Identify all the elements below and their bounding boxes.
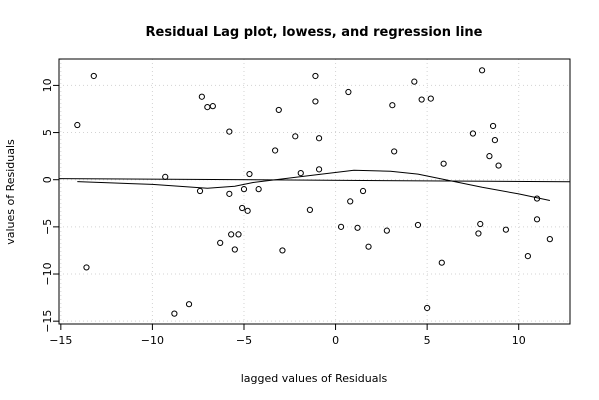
data-point-22 xyxy=(275,106,282,114)
data-point-55 xyxy=(502,226,509,233)
lowess-curve-layer xyxy=(77,169,551,201)
data-point-30 xyxy=(315,166,323,173)
data-point-9 xyxy=(209,103,216,110)
data-point-17 xyxy=(240,186,248,193)
data-point-14 xyxy=(231,246,238,253)
data-point-15 xyxy=(235,231,242,238)
data-point-56 xyxy=(524,252,531,260)
y-tick-label-4: 5 xyxy=(41,129,54,136)
data-point-32 xyxy=(345,88,352,96)
x-axis-label: lagged values of Residuals xyxy=(241,372,388,385)
data-point-48 xyxy=(475,230,482,237)
data-point-23 xyxy=(279,247,286,254)
data-point-31 xyxy=(337,223,345,230)
data-point-4 xyxy=(171,310,178,317)
data-point-28 xyxy=(312,98,319,105)
data-point-7 xyxy=(198,93,205,100)
data-point-3 xyxy=(162,173,169,180)
x-tick-label-4: 5 xyxy=(424,334,431,347)
data-point-0 xyxy=(74,121,81,129)
x-tick-label-5: 10 xyxy=(512,334,526,347)
data-point-27 xyxy=(312,72,319,80)
data-point-49 xyxy=(477,220,484,228)
data-point-41 xyxy=(414,221,422,229)
x-tick-label-3: 0 xyxy=(332,334,339,347)
data-point-1 xyxy=(83,264,90,271)
lowess-curve xyxy=(77,169,551,201)
data-point-42 xyxy=(418,96,425,103)
data-point-59 xyxy=(546,236,553,243)
regression-line xyxy=(58,178,571,183)
data-point-29 xyxy=(315,135,323,142)
data-point-36 xyxy=(365,243,372,250)
data-point-54 xyxy=(495,162,502,169)
y-tick-label-3: 0 xyxy=(41,176,54,183)
data-point-35 xyxy=(359,187,367,195)
regression-line-layer xyxy=(58,178,571,183)
y-tick-label-1: −10 xyxy=(41,262,54,285)
data-point-21 xyxy=(272,147,279,154)
x-tick-label-1: −10 xyxy=(141,334,164,347)
data-point-33 xyxy=(347,198,354,205)
data-point-18 xyxy=(244,207,251,214)
data-point-37 xyxy=(383,227,390,234)
x-tick-label-0: −15 xyxy=(49,334,72,347)
data-point-25 xyxy=(297,170,304,177)
plot-frame xyxy=(58,58,571,325)
data-point-16 xyxy=(239,204,246,212)
data-point-13 xyxy=(228,231,235,238)
data-point-24 xyxy=(292,133,299,140)
data-point-6 xyxy=(196,187,204,195)
y-tick-label-5: 10 xyxy=(41,78,54,92)
data-point-45 xyxy=(438,259,445,266)
data-point-51 xyxy=(486,153,493,160)
y-axis-label: values of Residuals xyxy=(4,139,17,245)
data-point-43 xyxy=(424,304,431,312)
data-point-50 xyxy=(478,67,486,74)
data-point-40 xyxy=(411,78,418,85)
chart-title: Residual Lag plot, lowess, and regressio… xyxy=(146,25,483,40)
data-point-57 xyxy=(533,195,541,202)
data-point-12 xyxy=(226,128,233,135)
data-point-20 xyxy=(255,186,262,193)
data-point-58 xyxy=(533,216,541,223)
y-tick-label-0: −15 xyxy=(41,310,54,333)
data-point-11 xyxy=(226,190,233,197)
data-point-10 xyxy=(217,239,224,246)
data-point-39 xyxy=(391,148,398,155)
data-point-8 xyxy=(204,103,211,111)
scatter-points xyxy=(74,67,553,317)
data-point-46 xyxy=(440,160,447,167)
data-point-26 xyxy=(306,206,314,213)
data-point-44 xyxy=(427,95,434,102)
axes: −15 −10 −5 0 5 10 −15 −10 −5 0 5 10 xyxy=(41,78,526,347)
data-point-47 xyxy=(469,130,477,137)
data-point-52 xyxy=(489,122,497,130)
data-point-19 xyxy=(246,170,253,178)
data-point-53 xyxy=(491,137,499,144)
data-point-2 xyxy=(90,72,97,80)
data-point-38 xyxy=(389,102,396,109)
data-point-34 xyxy=(354,224,361,231)
x-tick-label-2: −5 xyxy=(236,334,252,347)
y-tick-label-2: −5 xyxy=(41,219,54,235)
data-point-5 xyxy=(185,301,193,308)
